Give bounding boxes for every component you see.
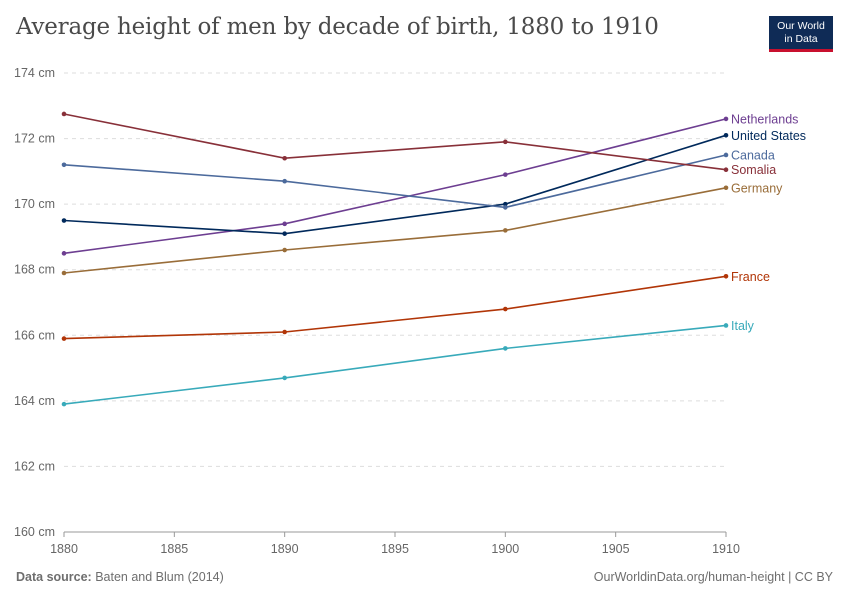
data-point-italy-1890[interactable] <box>282 375 287 381</box>
series-line-canada[interactable] <box>63 154 727 209</box>
data-point-france-1910[interactable] <box>723 273 729 279</box>
series-line-germany[interactable] <box>63 187 727 274</box>
series-label-germany[interactable]: Germany <box>731 181 783 195</box>
data-point-netherlands-1880[interactable] <box>61 251 67 256</box>
data-point-somalia-1890[interactable] <box>282 155 287 161</box>
series-label-netherlands[interactable]: Netherlands <box>731 112 798 126</box>
series-line-somalia[interactable] <box>63 113 727 171</box>
data-point-germany-1890[interactable] <box>282 247 287 253</box>
data-source-text[interactable]: Baten and Blum (2014) <box>95 570 224 584</box>
series-label-united-states[interactable]: United States <box>731 129 806 143</box>
data-point-netherlands-1910[interactable] <box>723 116 729 122</box>
data-point-italy-1910[interactable] <box>723 323 729 328</box>
data-source-label: Data source: <box>16 570 92 584</box>
data-point-netherlands-1890[interactable] <box>282 221 287 227</box>
y-tick-label-168: 168 cm <box>14 263 55 277</box>
data-point-united-states-1880[interactable] <box>61 218 67 223</box>
data-point-somalia-1910[interactable] <box>723 167 729 173</box>
chart-title: Average height of men by decade of birth… <box>16 14 659 40</box>
y-tick-label-170: 170 cm <box>14 197 55 211</box>
series-label-italy[interactable]: Italy <box>731 319 755 333</box>
source-url[interactable]: OurWorldinData.org/human-height | CC BY <box>593 570 833 584</box>
data-source: Data source: Baten and Blum (2014) <box>16 570 224 584</box>
y-tick-label-164: 164 cm <box>14 394 55 408</box>
data-point-canada-1910[interactable] <box>723 152 729 158</box>
x-tick-label-1905: 1905 <box>602 542 630 556</box>
y-tick-label-174: 174 cm <box>14 66 55 80</box>
data-point-canada-1900[interactable] <box>503 205 508 210</box>
data-point-canada-1890[interactable] <box>282 178 287 184</box>
y-tick-label-160: 160 cm <box>14 525 55 539</box>
data-point-canada-1880[interactable] <box>61 162 67 168</box>
data-point-united-states-1900[interactable] <box>503 201 508 207</box>
data-point-germany-1910[interactable] <box>723 185 729 191</box>
y-tick-label-162: 162 cm <box>14 459 55 473</box>
data-point-united-states-1890[interactable] <box>282 231 287 236</box>
series-line-italy[interactable] <box>63 324 727 405</box>
x-tick-label-1880: 1880 <box>50 542 78 556</box>
data-point-italy-1880[interactable] <box>61 401 67 407</box>
x-tick-label-1885: 1885 <box>160 542 188 556</box>
x-tick-label-1900: 1900 <box>491 542 519 556</box>
x-tick-label-1890: 1890 <box>271 542 299 556</box>
y-tick-label-172: 172 cm <box>14 132 55 146</box>
data-point-france-1880[interactable] <box>61 336 67 341</box>
data-point-somalia-1880[interactable] <box>61 111 67 117</box>
x-tick-label-1895: 1895 <box>381 542 409 556</box>
data-point-united-states-1910[interactable] <box>723 132 729 138</box>
data-point-somalia-1900[interactable] <box>503 139 508 145</box>
logo-line-2: in Data <box>784 32 818 45</box>
series-line-netherlands[interactable] <box>63 118 727 255</box>
series-label-canada[interactable]: Canada <box>731 148 775 162</box>
series-line-france[interactable] <box>63 275 727 340</box>
series-label-france[interactable]: France <box>731 270 770 284</box>
series-label-somalia[interactable]: Somalia <box>731 163 776 177</box>
x-tick-label-1910: 1910 <box>712 542 740 556</box>
data-point-italy-1900[interactable] <box>503 346 508 351</box>
series-line-united-states[interactable] <box>63 134 727 235</box>
logo-line-1: Our World <box>777 20 825 32</box>
data-point-france-1890[interactable] <box>282 329 287 335</box>
data-point-germany-1900[interactable] <box>503 228 508 233</box>
data-point-netherlands-1900[interactable] <box>503 172 508 177</box>
data-point-france-1900[interactable] <box>503 306 508 312</box>
owid-logo[interactable]: Our World in Data <box>769 16 833 52</box>
data-point-germany-1880[interactable] <box>61 270 67 276</box>
y-tick-label-166: 166 cm <box>14 328 55 342</box>
